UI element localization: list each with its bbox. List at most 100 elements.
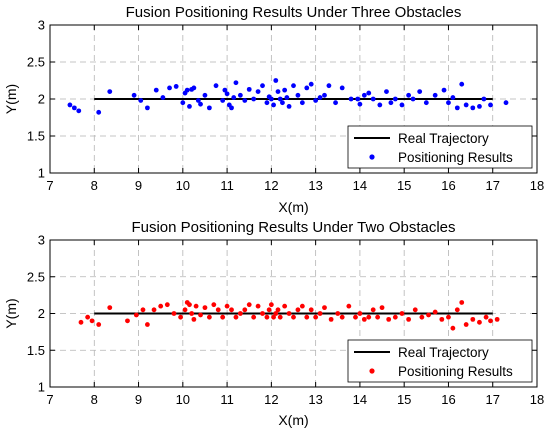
data-point: [191, 85, 197, 91]
x-tick-label: 17: [485, 392, 499, 407]
data-point: [233, 314, 239, 320]
data-point: [295, 307, 301, 313]
x-tick-label: 15: [397, 178, 411, 193]
x-tick-label: 9: [135, 392, 142, 407]
data-point: [271, 314, 276, 320]
y-tick-label: 1: [38, 166, 45, 181]
data-point: [187, 302, 192, 308]
data-point: [266, 307, 272, 313]
data-point: [348, 96, 354, 102]
x-tick-label: 18: [530, 392, 544, 407]
data-point: [326, 83, 332, 89]
y-tick-label: 3: [38, 18, 45, 33]
data-point: [255, 89, 261, 94]
y-tick-label: 2.5: [27, 269, 45, 284]
legend-swatch-point: [369, 368, 375, 374]
data-point: [295, 92, 301, 98]
data-point: [222, 87, 228, 93]
data-point: [477, 319, 482, 325]
x-tick-label: 12: [264, 392, 278, 407]
data-point: [202, 305, 208, 311]
chart-three-obstacles: 7 8 9 10 11 12 13 14 15 16 17 18 1 1.5 2 2.5 3 Fusion Pos…: [3, 4, 544, 215]
data-point: [85, 314, 91, 320]
x-tick-label: 9: [135, 178, 142, 193]
data-point: [339, 85, 345, 91]
data-point: [503, 100, 509, 106]
x-tick-label: 15: [397, 392, 411, 407]
y-tick-label: 3: [38, 233, 45, 248]
legend-swatch-point: [369, 154, 375, 160]
data-point: [96, 109, 102, 115]
data-point: [299, 303, 305, 309]
data-point: [277, 314, 283, 320]
data-point: [251, 314, 257, 320]
data-point: [284, 95, 290, 100]
data-point: [133, 312, 139, 318]
data-point: [251, 96, 257, 102]
data-point: [446, 314, 451, 320]
data-point: [271, 102, 276, 108]
x-tick-label: 16: [441, 178, 455, 193]
x-tick-label: 7: [46, 178, 53, 193]
data-point: [260, 311, 265, 316]
data-point: [215, 307, 221, 313]
data-point: [463, 102, 469, 108]
y-tick-label: 1.5: [27, 343, 45, 358]
data-point: [158, 303, 164, 309]
data-point: [255, 303, 261, 309]
data-point: [353, 314, 358, 320]
x-tick-label: 17: [485, 178, 499, 193]
data-point: [187, 104, 192, 109]
data-point: [488, 102, 493, 108]
chart-two-obstacles: 7 8 9 10 11 12 13 14 15 16 17 18 1 1.5 2 2.5 3 Fusion Pos…: [3, 219, 544, 428]
data-point: [220, 314, 226, 320]
data-point: [379, 305, 385, 311]
x-tick-label: 18: [530, 178, 544, 193]
data-point: [198, 101, 203, 107]
data-point: [67, 102, 73, 108]
x-tick-label: 13: [308, 392, 322, 407]
data-point: [233, 80, 239, 86]
data-point: [275, 307, 281, 313]
x-tick-label: 8: [91, 392, 98, 407]
data-point: [432, 309, 438, 315]
data-point: [388, 100, 394, 106]
data-point: [145, 105, 150, 111]
data-point: [229, 307, 234, 313]
legend-label: Positioning Results: [398, 364, 513, 379]
data-point: [195, 98, 201, 103]
data-point: [282, 87, 288, 93]
data-point: [357, 101, 363, 107]
x-tick-label: 10: [176, 392, 190, 407]
data-point: [361, 92, 367, 98]
data-point: [446, 100, 451, 106]
data-point: [366, 90, 372, 96]
data-point: [432, 92, 438, 98]
data-point: [335, 311, 341, 316]
data-point: [339, 314, 345, 320]
data-point: [273, 311, 279, 316]
data-point: [477, 104, 482, 109]
data-point: [260, 83, 265, 89]
data-point: [211, 302, 217, 308]
data-point: [406, 92, 412, 98]
legend-box: [347, 125, 533, 169]
y-axis-label: Y(m): [3, 298, 19, 328]
data-point: [317, 95, 323, 100]
data-point: [463, 322, 469, 327]
x-tick-label: 11: [220, 178, 234, 193]
data-point: [450, 95, 456, 100]
data-point: [417, 89, 423, 94]
x-tick-label: 16: [441, 392, 455, 407]
data-point: [237, 311, 243, 316]
data-point: [140, 307, 146, 313]
legend-label: Real Trajectory: [398, 131, 489, 146]
y-tick-label: 2.5: [27, 55, 45, 70]
x-tick-label: 14: [353, 178, 367, 193]
data-point: [160, 95, 166, 100]
data-point: [224, 303, 230, 309]
data-point: [419, 314, 425, 320]
data-point: [202, 92, 208, 98]
data-point: [333, 100, 338, 106]
data-point: [412, 307, 418, 313]
